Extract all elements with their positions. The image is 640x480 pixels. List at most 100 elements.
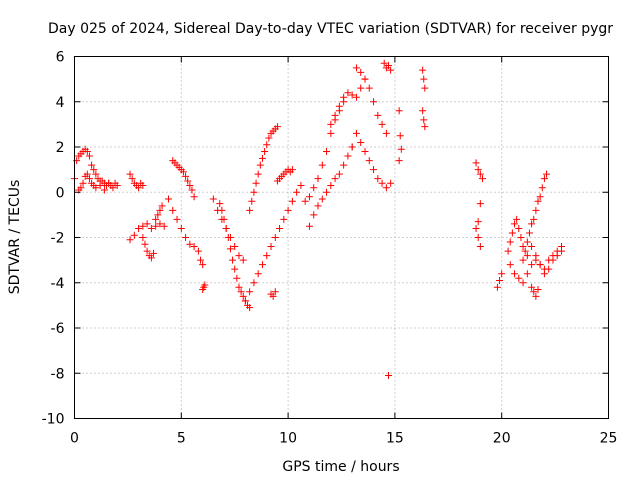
- data-point: [250, 188, 258, 196]
- data-point: [525, 229, 533, 237]
- data-point: [218, 215, 226, 223]
- data-point: [156, 220, 164, 228]
- data-point: [521, 247, 529, 255]
- data-point: [396, 132, 404, 140]
- data-point: [331, 111, 339, 119]
- data-point: [128, 175, 136, 183]
- data-point: [239, 256, 247, 264]
- data-point: [474, 166, 482, 174]
- data-point: [476, 243, 484, 251]
- data-point: [173, 215, 181, 223]
- data-point: [214, 206, 222, 214]
- data-point: [374, 111, 382, 119]
- data-point: [540, 175, 548, 183]
- data-point: [318, 195, 326, 203]
- data-point: [361, 75, 369, 83]
- data-point: [139, 222, 147, 230]
- data-point: [530, 288, 538, 296]
- data-point: [92, 184, 100, 192]
- y-axis-label: SDTVAR / TECUs: [7, 180, 23, 295]
- data-point: [419, 66, 427, 74]
- data-point: [267, 243, 275, 251]
- data-point: [515, 274, 523, 282]
- data-point: [235, 283, 243, 291]
- data-point: [250, 279, 258, 287]
- data-point: [135, 224, 143, 232]
- data-point: [83, 170, 91, 178]
- data-point: [370, 98, 378, 106]
- data-point: [186, 240, 194, 248]
- data-point: [297, 181, 305, 189]
- data-point: [384, 62, 392, 70]
- data-point: [139, 234, 147, 241]
- data-point: [327, 129, 335, 137]
- data-point: [382, 184, 390, 192]
- data-point: [164, 195, 172, 203]
- data-point: [263, 141, 271, 149]
- data-point: [314, 175, 322, 183]
- data-point: [513, 215, 521, 223]
- data-point: [543, 170, 551, 178]
- data-point: [199, 261, 207, 269]
- data-point: [126, 236, 134, 244]
- x-axis-label: GPS time / hours: [282, 459, 399, 475]
- data-point: [365, 84, 373, 92]
- data-point: [288, 166, 296, 174]
- data-point: [323, 188, 331, 196]
- y-tick-label: 0: [56, 185, 65, 201]
- data-point: [179, 168, 187, 176]
- data-point: [177, 224, 185, 232]
- data-point: [472, 159, 480, 167]
- data-point: [387, 66, 395, 74]
- data-point: [378, 120, 386, 128]
- data-point: [288, 197, 296, 205]
- data-point: [100, 186, 108, 194]
- data-point: [532, 252, 540, 260]
- data-point: [352, 93, 360, 101]
- data-point: [323, 148, 331, 156]
- data-point: [113, 181, 121, 189]
- data-point: [519, 279, 527, 287]
- x-tick-label: 0: [70, 431, 79, 447]
- data-point: [188, 186, 196, 194]
- data-point: [199, 286, 207, 294]
- data-point: [239, 292, 247, 300]
- data-point: [271, 288, 279, 296]
- data-point: [340, 161, 348, 169]
- data-point: [331, 175, 339, 183]
- data-point: [77, 184, 85, 192]
- data-point: [216, 200, 224, 208]
- data-point: [310, 211, 318, 219]
- data-point: [357, 68, 365, 76]
- data-point: [246, 288, 254, 296]
- data-point: [184, 177, 192, 185]
- data-point: [222, 224, 230, 232]
- y-tick-label: -10: [42, 412, 65, 428]
- data-point: [421, 84, 429, 92]
- x-tick-label: 20: [493, 431, 511, 447]
- data-points: [71, 59, 566, 380]
- data-point: [141, 240, 149, 248]
- data-point: [528, 220, 536, 228]
- data-point: [474, 234, 482, 241]
- data-point: [380, 59, 388, 67]
- data-point: [365, 157, 373, 165]
- data-point: [85, 152, 93, 160]
- y-tick-label: -8: [51, 366, 65, 382]
- data-point: [90, 166, 98, 174]
- y-tick-label: -2: [51, 231, 65, 247]
- y-tick-label: 4: [56, 95, 65, 111]
- y-tick-label: -6: [51, 321, 65, 337]
- x-tick-label: 10: [279, 431, 297, 447]
- data-point: [384, 372, 392, 380]
- data-point: [498, 270, 506, 278]
- data-point: [305, 222, 313, 230]
- data-point: [496, 276, 504, 284]
- data-point: [109, 184, 117, 192]
- data-point: [532, 292, 540, 300]
- data-point: [523, 238, 531, 246]
- data-point: [318, 161, 326, 169]
- data-point: [147, 254, 155, 262]
- data-point: [235, 252, 243, 260]
